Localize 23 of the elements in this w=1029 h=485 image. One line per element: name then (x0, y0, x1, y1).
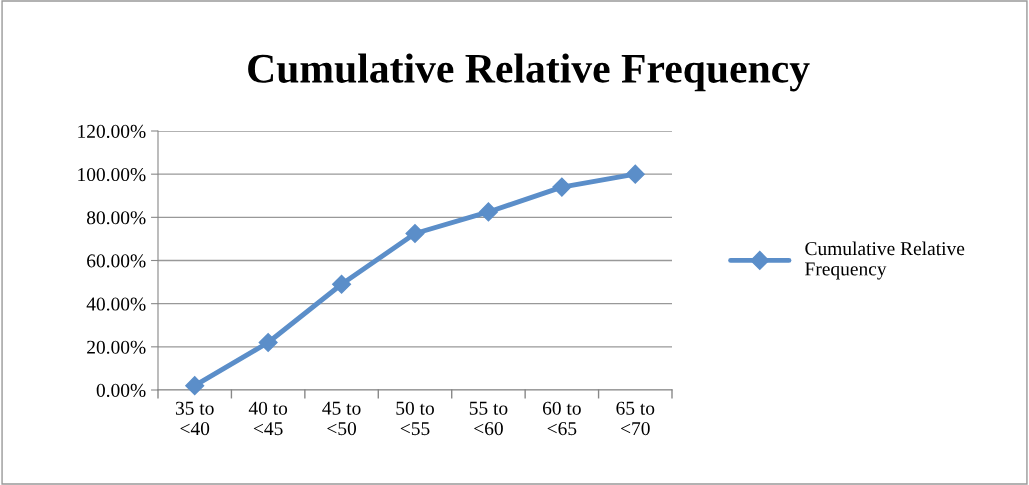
point (258, 332, 278, 353)
point (478, 202, 498, 222)
x-tick-label: 40 to <45 (248, 401, 288, 436)
point (625, 164, 645, 184)
y-tick-label: 100.00% (78, 167, 146, 182)
x-tick-label: 60 to <65 (542, 401, 581, 436)
y-tick-label: 20.00% (87, 340, 146, 354)
y-tick-label: 40.00% (86, 297, 146, 311)
point (332, 274, 352, 294)
point (405, 223, 425, 244)
x-tick-label: 55 to <60 (469, 401, 508, 436)
x-tick-label: 50 to <55 (396, 401, 434, 436)
y-tick-label: 80.00% (86, 211, 146, 225)
chart-title: Cumulative Relative Frequency (248, 53, 810, 92)
legend-label: Cumulative Relative Frequency (805, 241, 965, 280)
point (552, 177, 572, 197)
point (185, 376, 205, 396)
x-tick-label: 65 to <70 (616, 401, 655, 436)
y-tick-label: 120.00% (78, 124, 146, 139)
x-tick-label: 45 to <50 (322, 401, 361, 436)
x-tick-label: 35 to <40 (175, 401, 214, 436)
y-tick-label: 0.00% (96, 383, 146, 398)
y-tick-label: 60.00% (87, 254, 146, 268)
